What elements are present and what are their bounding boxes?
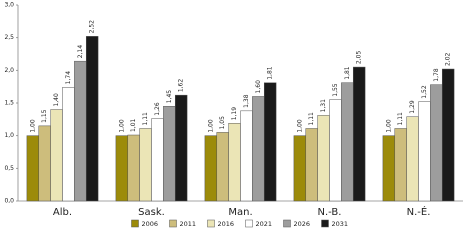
legend-swatch — [283, 219, 291, 228]
value-label: 1,40 — [53, 93, 60, 107]
legend-label: 2031 — [332, 220, 349, 228]
bar — [62, 87, 75, 202]
legend-label: 2016 — [218, 220, 235, 228]
legend-swatch — [207, 219, 215, 228]
y-tick-label: 1,5 — [4, 100, 14, 107]
legend-swatch — [245, 219, 253, 228]
bar — [406, 116, 419, 202]
legend-label: 2021 — [256, 220, 273, 228]
value-label: 1,45 — [166, 90, 173, 104]
y-tick-label: 2,5 — [4, 34, 14, 41]
x-tick-label: Alb. — [53, 207, 72, 218]
legend-label: 2011 — [180, 220, 197, 228]
y-tick-label: 2,0 — [4, 67, 14, 74]
value-label: 1,78 — [433, 68, 440, 82]
bar — [163, 106, 176, 202]
x-tick-label: N.-É. — [407, 205, 431, 218]
value-label: 2,02 — [445, 52, 452, 66]
value-label: 1,11 — [397, 112, 404, 126]
bar — [216, 132, 229, 202]
bar — [252, 96, 265, 202]
bar — [174, 94, 188, 202]
value-label: 1,81 — [267, 66, 274, 80]
x-tick-label: Man. — [228, 207, 252, 218]
bar — [85, 36, 99, 202]
bar — [240, 110, 253, 202]
x-tick-label: Sask. — [138, 207, 165, 218]
value-label: 2,52 — [89, 20, 96, 34]
value-label: 1,38 — [243, 94, 250, 108]
value-label: 1,60 — [255, 80, 262, 94]
y-tick-label: 0,0 — [4, 198, 14, 205]
value-label: 1,00 — [296, 119, 303, 133]
y-tick-label: 1,0 — [4, 132, 14, 139]
bar — [305, 128, 318, 202]
y-tick-label: 0,5 — [4, 165, 14, 172]
value-label: 1,26 — [154, 102, 161, 116]
x-tick-label: N.-B. — [318, 207, 342, 218]
bar — [317, 115, 330, 202]
value-label: 1,11 — [308, 112, 315, 126]
legend-swatch — [131, 219, 139, 228]
value-label: 1,00 — [207, 119, 214, 133]
chart: 0,0 0,5 1,0 1,5 2,0 2,5 3,0 Alb. 1,00 1,15 1,40 1,7… — [4, 2, 463, 228]
value-label: 1,00 — [29, 119, 36, 133]
value-label: 1,52 — [421, 85, 428, 99]
bar — [26, 135, 40, 202]
legend-label: 2006 — [142, 220, 159, 228]
bar — [204, 135, 218, 202]
value-label: 1,29 — [409, 100, 416, 114]
bar — [151, 118, 164, 202]
bar — [430, 84, 443, 202]
value-label: 2,14 — [77, 45, 84, 59]
value-label: 1,81 — [344, 66, 351, 80]
bar — [341, 82, 354, 202]
value-label: 1,00 — [385, 119, 392, 133]
value-label: 1,19 — [231, 107, 238, 121]
value-label: 1,01 — [130, 118, 137, 132]
legend-swatch — [169, 219, 177, 228]
value-label: 1,11 — [142, 112, 149, 126]
value-label: 1,62 — [178, 79, 185, 93]
bar — [293, 135, 307, 202]
bar — [418, 101, 431, 202]
value-label: 1,00 — [118, 119, 125, 133]
bar — [441, 68, 455, 202]
legend-swatch — [321, 219, 329, 228]
bar — [38, 125, 51, 202]
value-label: 1,05 — [219, 116, 226, 130]
bar — [139, 128, 152, 202]
bar — [115, 135, 129, 202]
value-label: 1,15 — [41, 109, 48, 123]
bar — [352, 66, 366, 202]
value-label: 1,55 — [332, 83, 339, 97]
y-tick-label: 3,0 — [4, 2, 14, 9]
value-label: 1,74 — [65, 71, 72, 85]
bar — [382, 135, 396, 202]
bar — [394, 128, 407, 202]
legend-label: 2026 — [294, 220, 311, 228]
bar — [263, 82, 277, 202]
bar — [74, 60, 87, 202]
value-label: 2,05 — [356, 51, 363, 65]
bar — [50, 109, 63, 202]
bar — [329, 99, 342, 202]
bar — [127, 134, 140, 202]
bar — [228, 123, 241, 202]
value-label: 1,31 — [320, 99, 327, 113]
